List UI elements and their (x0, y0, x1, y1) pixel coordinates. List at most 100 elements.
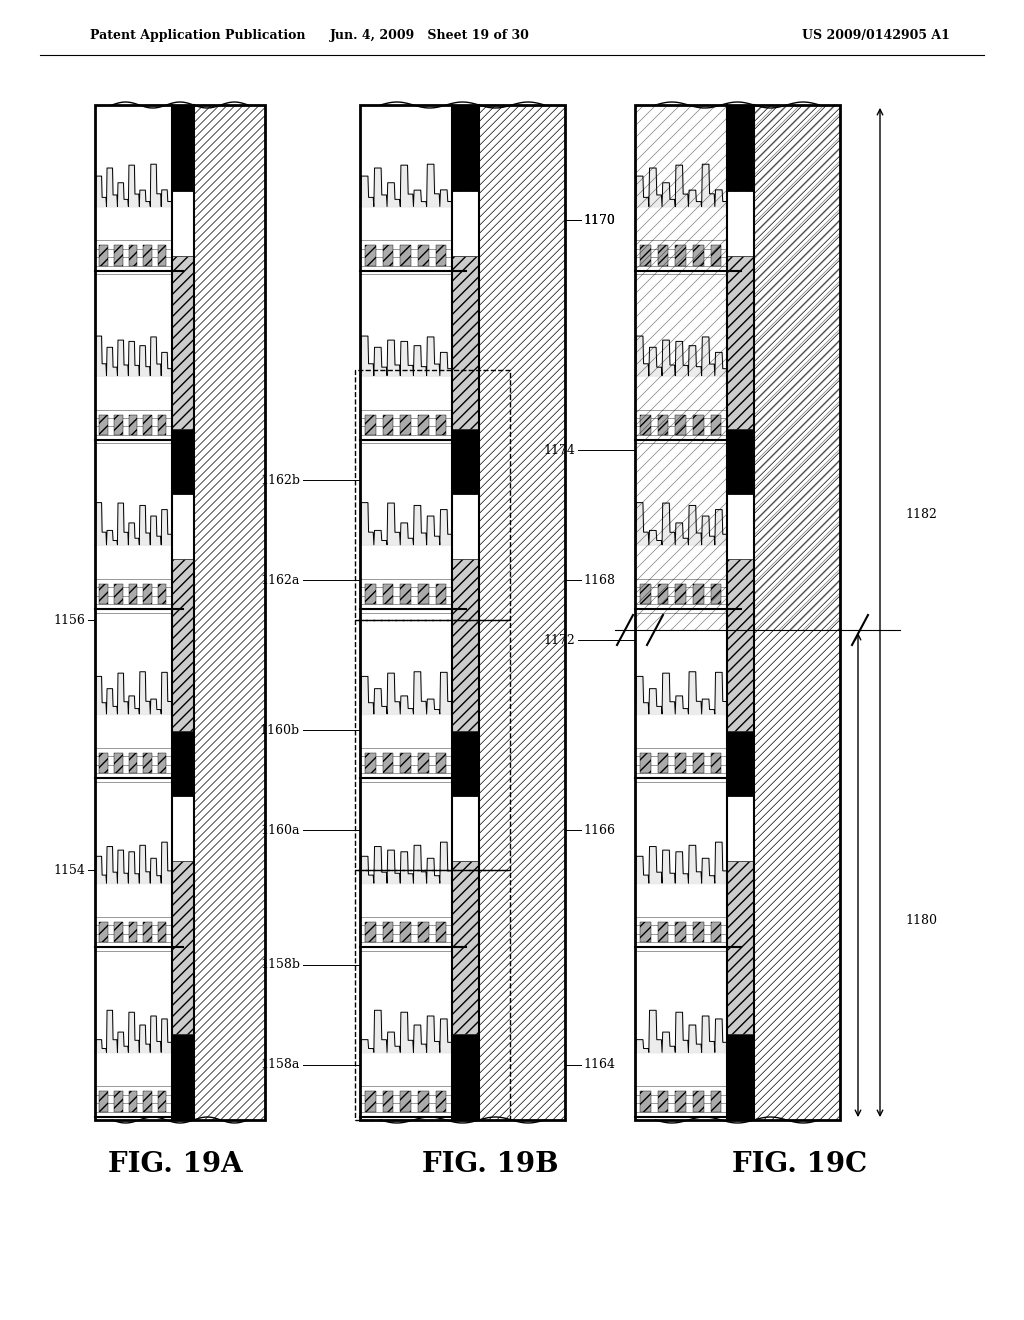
Bar (728, 246, 738, 265)
Bar (453, 494, 479, 558)
Bar (418, 1092, 429, 1111)
Bar (172, 752, 181, 774)
Bar (99, 1092, 109, 1111)
Bar (172, 1092, 181, 1111)
Bar (172, 583, 181, 605)
Bar (99, 583, 109, 605)
Bar (640, 752, 651, 774)
Bar (711, 752, 721, 774)
Bar (99, 414, 109, 434)
Bar (454, 583, 464, 605)
Bar (640, 923, 651, 942)
Bar (711, 1092, 721, 1111)
Bar (171, 191, 194, 256)
Text: 1172: 1172 (544, 634, 575, 647)
Bar (453, 1034, 479, 1119)
Bar (95, 106, 182, 1119)
Bar (383, 414, 393, 434)
Bar (453, 106, 479, 191)
Bar (143, 1092, 152, 1111)
Bar (114, 923, 123, 942)
Bar (711, 583, 721, 605)
Bar (172, 246, 181, 265)
Bar (171, 106, 194, 191)
Bar (640, 414, 651, 434)
Bar (711, 414, 721, 434)
Bar (453, 191, 479, 256)
Bar (640, 583, 651, 605)
Text: 1162a: 1162a (261, 573, 300, 586)
Text: 1170: 1170 (583, 214, 614, 227)
Bar (129, 1092, 137, 1111)
Bar (158, 923, 167, 942)
Bar (171, 861, 194, 1034)
Bar (383, 1092, 393, 1111)
Bar (676, 583, 686, 605)
Text: 1154: 1154 (53, 863, 85, 876)
Text: 1160a: 1160a (260, 824, 300, 837)
Bar (453, 429, 479, 494)
Bar (400, 583, 411, 605)
Text: 1182: 1182 (905, 508, 937, 521)
Bar (383, 752, 393, 774)
Bar (99, 752, 109, 774)
Bar (711, 923, 721, 942)
Bar (693, 923, 703, 942)
Bar (383, 583, 393, 605)
Bar (143, 583, 152, 605)
Bar (727, 731, 754, 796)
Text: FIG. 19C: FIG. 19C (732, 1151, 867, 1179)
Text: 1156: 1156 (53, 614, 85, 627)
Bar (727, 494, 754, 558)
Bar (188, 106, 265, 1119)
Bar (435, 923, 446, 942)
Bar (418, 923, 429, 942)
Text: Patent Application Publication: Patent Application Publication (90, 29, 305, 41)
Bar (635, 106, 840, 1119)
Bar (640, 1092, 651, 1111)
Bar (454, 752, 464, 774)
Bar (418, 752, 429, 774)
Bar (366, 246, 376, 265)
Bar (114, 1092, 123, 1111)
Bar (400, 414, 411, 434)
Bar (171, 1034, 194, 1119)
Bar (693, 1092, 703, 1111)
Bar (114, 414, 123, 434)
Bar (99, 246, 109, 265)
Bar (114, 583, 123, 605)
Bar (400, 923, 411, 942)
Bar (355, 620, 510, 870)
Text: 1170: 1170 (583, 214, 614, 227)
Bar (418, 246, 429, 265)
Text: 1168: 1168 (583, 573, 615, 586)
Bar (366, 1092, 376, 1111)
Bar (727, 191, 754, 256)
Bar (366, 752, 376, 774)
Bar (143, 923, 152, 942)
Bar (454, 246, 464, 265)
Bar (727, 429, 754, 494)
Bar (418, 583, 429, 605)
Bar (727, 558, 754, 731)
Bar (172, 414, 181, 434)
Bar (454, 1092, 464, 1111)
Bar (355, 870, 510, 1119)
Text: 1158a: 1158a (261, 1059, 300, 1072)
Bar (693, 414, 703, 434)
Bar (635, 106, 740, 1119)
Bar (114, 246, 123, 265)
Bar (129, 414, 137, 434)
Bar (711, 246, 721, 265)
Bar (727, 1034, 754, 1119)
Bar (129, 583, 137, 605)
Bar (383, 246, 393, 265)
Bar (727, 106, 754, 191)
Bar (657, 246, 669, 265)
Bar (728, 583, 738, 605)
Text: FIG. 19A: FIG. 19A (108, 1151, 243, 1179)
Bar (383, 923, 393, 942)
Bar (728, 752, 738, 774)
Bar (657, 1092, 669, 1111)
Bar (693, 752, 703, 774)
